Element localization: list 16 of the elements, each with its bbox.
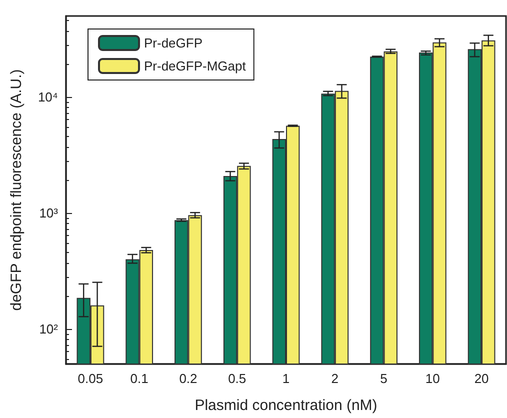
x-tick-label: 2 (331, 371, 339, 386)
x-axis-title: Plasmid concentration (nM) (194, 397, 378, 414)
x-tick-label: 5 (380, 371, 388, 386)
y-tick-label: 10⁴ (38, 90, 58, 105)
y-tick-label: 10² (39, 322, 59, 337)
x-tick-label: 0.05 (78, 371, 104, 386)
x-tick-label: 10 (425, 371, 440, 386)
legend-label: Pr-deGFP (144, 36, 203, 50)
y-tick-label: 10³ (39, 206, 59, 221)
x-tick-label: 0.2 (179, 371, 198, 386)
y-axis-title: deGFP endpoint fluorescence (A.U.) (8, 69, 25, 311)
x-tick-label: 0.1 (130, 371, 148, 386)
x-tick-label: 0.5 (228, 371, 246, 386)
legend-label: Pr-deGFP-MGapt (144, 58, 246, 74)
x-tick-label: 1 (282, 371, 290, 386)
x-tick-label: 20 (474, 371, 489, 386)
